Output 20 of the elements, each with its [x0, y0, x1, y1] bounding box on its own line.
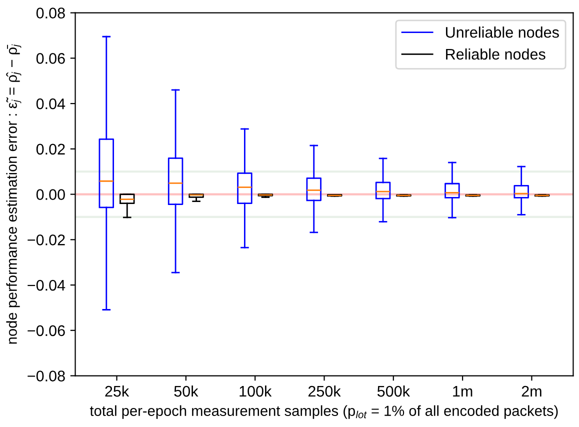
y-tick-label: 0.04 — [36, 98, 66, 110]
y-tick-label: −0.04 — [28, 280, 66, 291]
legend-label: Unreliable nodes — [446, 26, 559, 38]
y-tick-label: 0.08 — [36, 8, 65, 18]
x-tick-label: 2m — [522, 386, 542, 397]
y-tick-label: −0.06 — [28, 325, 65, 336]
x-tick-label: 500k — [377, 385, 410, 397]
y-tick-label: 0.06 — [36, 53, 65, 64]
x-tick-label: 250k — [308, 385, 341, 397]
x-axis-title: total per-epoch measurement samples (p$_{lot}$ = 1% of all encoded packets) — [90, 405, 558, 419]
y-tick-label: 0.02 — [36, 144, 65, 155]
legend-label: Reliable nodes — [446, 48, 546, 60]
x-tick-label: 25k — [105, 385, 130, 397]
y-tick-label: −0.08 — [28, 370, 65, 382]
x-tick-label: 50k — [174, 385, 198, 397]
x-tick-label: 100k — [240, 385, 272, 397]
x-tick-label: 1m — [453, 386, 472, 397]
y-tick-label: −0.02 — [28, 234, 65, 246]
y-tick-label: 0.00 — [36, 189, 65, 200]
y-axis-title: node performance estimation error : ε̃$_{j}$ = ρ̂$_{j}$ − ρ̄$_{j}$ — [6, 44, 22, 344]
